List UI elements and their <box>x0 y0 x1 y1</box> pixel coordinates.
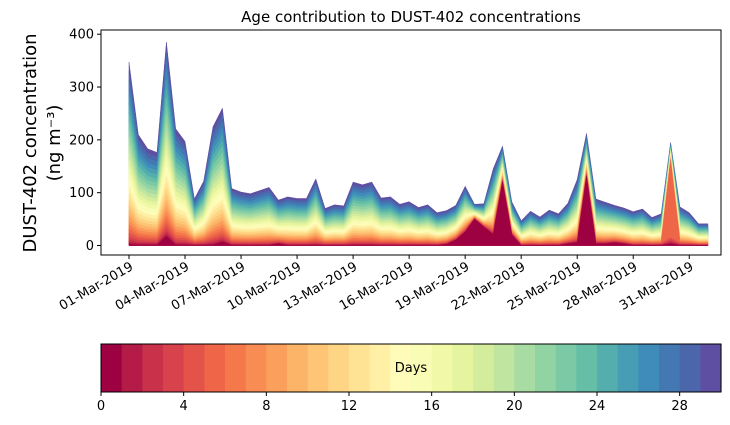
age-band-26 <box>128 70 709 246</box>
colorbar-swatch <box>287 344 309 392</box>
colorbar-swatch <box>328 344 350 392</box>
colorbar-swatch <box>183 344 205 392</box>
colorbar-swatch <box>473 344 495 392</box>
colorbar-swatch <box>679 344 701 392</box>
colorbar-swatch <box>535 344 557 392</box>
age-band-0 <box>128 176 709 246</box>
age-band-5 <box>128 160 709 246</box>
colorbar-swatch <box>245 344 267 392</box>
age-band-3 <box>128 174 709 246</box>
age-band-27 <box>128 61 709 246</box>
colorbar-swatch <box>349 344 371 392</box>
age-band-29 <box>128 42 709 246</box>
y-tick-label: 0 <box>86 239 94 254</box>
age-band-20 <box>128 123 709 246</box>
colorbar-swatch <box>142 344 164 392</box>
age-band-24 <box>128 88 709 246</box>
colorbar-tick-label: 16 <box>423 399 440 414</box>
colorbar-tick-label: 24 <box>589 399 606 414</box>
age-band-23 <box>128 97 709 246</box>
colorbar-swatch <box>493 344 515 392</box>
colorbar-swatch <box>369 344 391 392</box>
colorbar-swatch <box>617 344 639 392</box>
colorbar-swatch <box>597 344 619 392</box>
age-band-4 <box>128 173 709 246</box>
colorbar-swatch <box>452 344 474 392</box>
colorbar: 0 4 8 12 16 20 24 28 <box>97 343 722 414</box>
stacked-areas <box>128 42 709 246</box>
colorbar-swatch <box>307 344 329 392</box>
age-band-2 <box>128 175 709 246</box>
colorbar-swatch <box>576 344 598 392</box>
age-band-22 <box>128 106 709 246</box>
y-tick-label: 100 <box>69 186 94 201</box>
y-axis: 0 100 200 300 400 <box>69 28 101 254</box>
colorbar-label: Days <box>395 361 428 376</box>
age-band-21 <box>128 114 709 246</box>
colorbar-swatch <box>431 344 453 392</box>
colorbar-frame <box>100 343 722 393</box>
colorbar-tick-label: 12 <box>341 399 358 414</box>
colorbar-swatch <box>204 344 226 392</box>
plot-frame <box>100 29 722 256</box>
age-band-25 <box>128 79 709 246</box>
y-tick-label: 300 <box>69 81 94 96</box>
chart-title: Age contribution to DUST-402 concentrati… <box>241 8 581 26</box>
colorbar-tick-label: 28 <box>671 399 688 414</box>
y-axis-label-line1: DUST-402 concentration <box>20 33 41 252</box>
colorbar-swatch <box>514 344 536 392</box>
colorbar-swatch <box>700 344 722 392</box>
colorbar-swatch <box>555 344 577 392</box>
colorbar-tick-label: 4 <box>180 399 188 414</box>
colorbar-swatch <box>390 344 412 392</box>
y-axis-label-line2: (ng m⁻³) <box>44 105 65 182</box>
colorbar-swatch <box>638 344 660 392</box>
age-band-28 <box>128 51 709 246</box>
colorbar-swatch <box>411 344 433 392</box>
colorbar-swatch <box>121 344 143 392</box>
colorbar-tick-label: 20 <box>506 399 523 414</box>
colorbar-swatch <box>225 344 247 392</box>
colorbar-tick-label: 0 <box>97 399 105 414</box>
age-band-1 <box>128 176 709 246</box>
y-tick-label: 400 <box>69 28 94 43</box>
colorbar-swatch <box>266 344 288 392</box>
colorbar-swatch <box>101 344 123 392</box>
colorbar-tick-label: 8 <box>262 399 270 414</box>
colorbar-swatch <box>163 344 185 392</box>
x-axis: 01-Mar-201904-Mar-201907-Mar-201910-Mar-… <box>57 255 696 314</box>
colorbar-swatch <box>659 344 681 392</box>
y-tick-label: 200 <box>69 133 94 148</box>
